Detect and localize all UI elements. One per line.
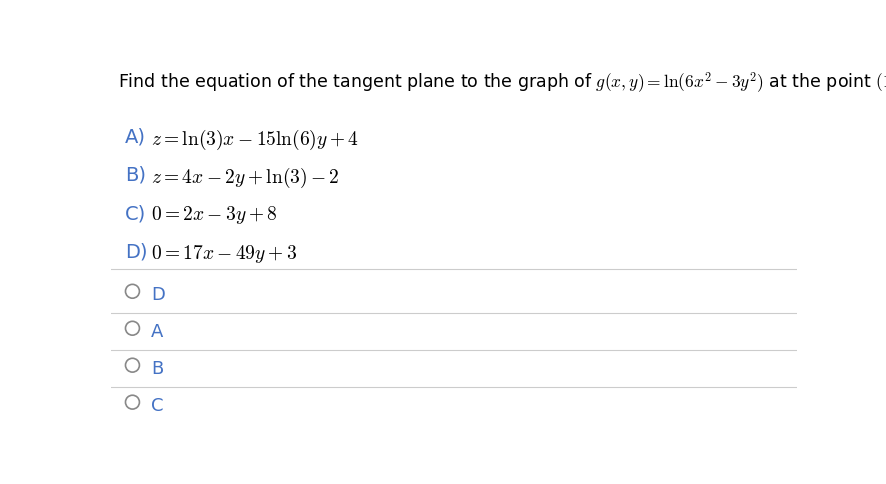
Text: $z = \ln(3)x - 15\ln(6)y + 4$: $z = \ln(3)x - 15\ln(6)y + 4$ [151, 127, 359, 151]
Text: D): D) [125, 242, 147, 261]
Text: $0 = 2x - 3y + 8$: $0 = 2x - 3y + 8$ [151, 204, 277, 226]
Text: $z = 4x - 2y + \ln(3) - 2$: $z = 4x - 2y + \ln(3) - 2$ [151, 166, 339, 190]
Text: B): B) [125, 166, 145, 184]
Text: D: D [151, 286, 165, 303]
Text: $0 = 17x - 49y + 3$: $0 = 17x - 49y + 3$ [151, 242, 297, 264]
Text: C): C) [125, 204, 146, 223]
Text: A): A) [125, 127, 145, 146]
Text: C: C [151, 396, 164, 414]
Text: A: A [151, 322, 163, 340]
Text: Find the equation of the tangent plane to the graph of $g(x, y) = \ln(6x^2 - 3y^: Find the equation of the tangent plane t… [119, 70, 886, 94]
Text: B: B [151, 359, 163, 377]
